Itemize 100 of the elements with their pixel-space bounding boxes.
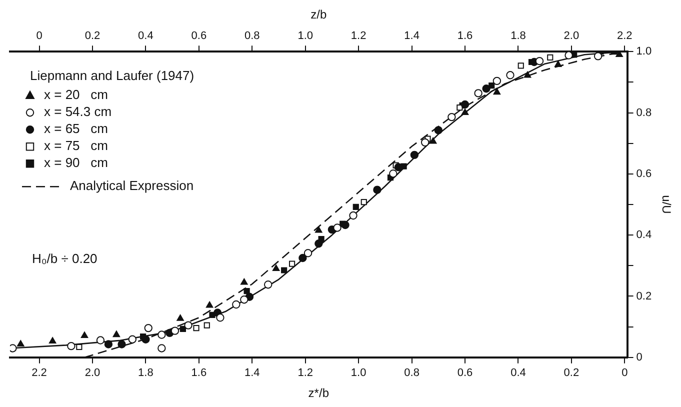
x2-axis-title: z/b [310, 8, 327, 22]
x-tick-label: 0.6 [457, 367, 473, 380]
point [518, 62, 524, 69]
x2-tick-label: 2.0 [564, 30, 580, 42]
legend-label: x = 90 cm [44, 155, 108, 170]
point [524, 71, 532, 78]
point [142, 335, 150, 344]
annotation: H₀/b ÷ 0.20 [32, 251, 98, 266]
point [547, 54, 554, 60]
point [349, 211, 358, 220]
x2-tick-label: 0.4 [138, 30, 154, 42]
x2-tick-label: 0.2 [84, 30, 100, 42]
point [240, 296, 248, 304]
point [67, 342, 76, 350]
point [554, 60, 562, 68]
y-tick-label: 0.8 [636, 106, 652, 119]
x2-tick-label: 1.8 [510, 30, 526, 42]
point [506, 71, 514, 80]
point [216, 314, 224, 322]
point [184, 321, 192, 330]
x-tick-label: 0.4 [510, 367, 526, 380]
x2-tick-label: 1.4 [404, 30, 420, 42]
point [144, 324, 152, 332]
point [315, 226, 322, 233]
point [420, 138, 430, 147]
y-tick-label: 0 [636, 351, 642, 364]
x2-tick-label: 1.6 [457, 30, 473, 42]
point [410, 150, 419, 160]
x-tick-label: 0 [622, 367, 628, 380]
x2-tick-label: 0.6 [191, 30, 207, 42]
point [460, 100, 470, 109]
legend-title: Liepmann and Laufer (1947) [30, 68, 194, 84]
point [616, 52, 623, 57]
x-tick-label: 2.0 [84, 367, 100, 380]
y-axis-title: u/U [659, 195, 674, 214]
point [492, 76, 502, 86]
x2-tick-label: 0 [36, 30, 42, 42]
point [96, 336, 105, 344]
point [104, 340, 113, 348]
point [429, 137, 437, 144]
point [535, 56, 544, 66]
point [80, 332, 88, 338]
point [170, 326, 180, 335]
point [232, 300, 240, 309]
x-tick-label: 0.2 [564, 367, 580, 380]
x2-tick-label: 1.0 [298, 30, 313, 42]
point [373, 186, 382, 194]
point [314, 240, 323, 248]
point [341, 220, 350, 230]
point [448, 112, 456, 122]
legend-label: x = 54.3 cm [44, 104, 112, 120]
x-tick-label: 1.6 [191, 367, 207, 380]
point [493, 88, 501, 95]
point [333, 224, 342, 232]
x-tick-label: 1.2 [298, 367, 313, 380]
x2-tick-label: 0.8 [244, 30, 260, 42]
point [48, 337, 56, 344]
point [289, 260, 296, 267]
point [482, 84, 490, 93]
x-tick-label: 2.2 [32, 367, 47, 380]
legend-label: x = 75 cm [44, 138, 108, 154]
legend-label: x = 65 cm [44, 121, 108, 136]
x-tick-label: 1.4 [244, 367, 260, 380]
point [193, 325, 200, 332]
point [298, 254, 307, 262]
point [389, 170, 398, 178]
point [474, 89, 482, 98]
point [118, 340, 126, 348]
point [112, 330, 120, 338]
x-tick-label: 1.8 [138, 367, 154, 380]
point [206, 301, 214, 308]
point [394, 163, 403, 172]
x-tick-label: 1.0 [350, 367, 366, 380]
point [304, 249, 312, 258]
point [461, 108, 469, 116]
point [158, 330, 166, 339]
point [594, 52, 602, 60]
point [244, 288, 250, 294]
point [281, 267, 288, 274]
point [352, 204, 359, 210]
point [434, 126, 442, 134]
point [456, 104, 463, 111]
y-tick-label: 0.2 [636, 290, 652, 302]
x-axis-title: z*/b [308, 386, 330, 400]
x2-tick-label: 1.2 [350, 30, 366, 42]
point [76, 344, 82, 350]
point [128, 335, 136, 344]
legend-label: x = 20 cm [44, 87, 108, 102]
point [240, 278, 248, 285]
point [10, 344, 17, 352]
point [158, 344, 166, 352]
legend-label: Analytical Expression [70, 178, 194, 194]
point [360, 199, 367, 206]
x-tick-label: 0.8 [404, 367, 420, 380]
point [176, 314, 184, 321]
y-tick-label: 0.6 [636, 168, 652, 180]
y-tick-label: 0.4 [636, 229, 652, 242]
y-tick-label: 1.0 [636, 46, 652, 58]
x2-tick-label: 2.2 [617, 30, 632, 42]
point [204, 322, 210, 328]
